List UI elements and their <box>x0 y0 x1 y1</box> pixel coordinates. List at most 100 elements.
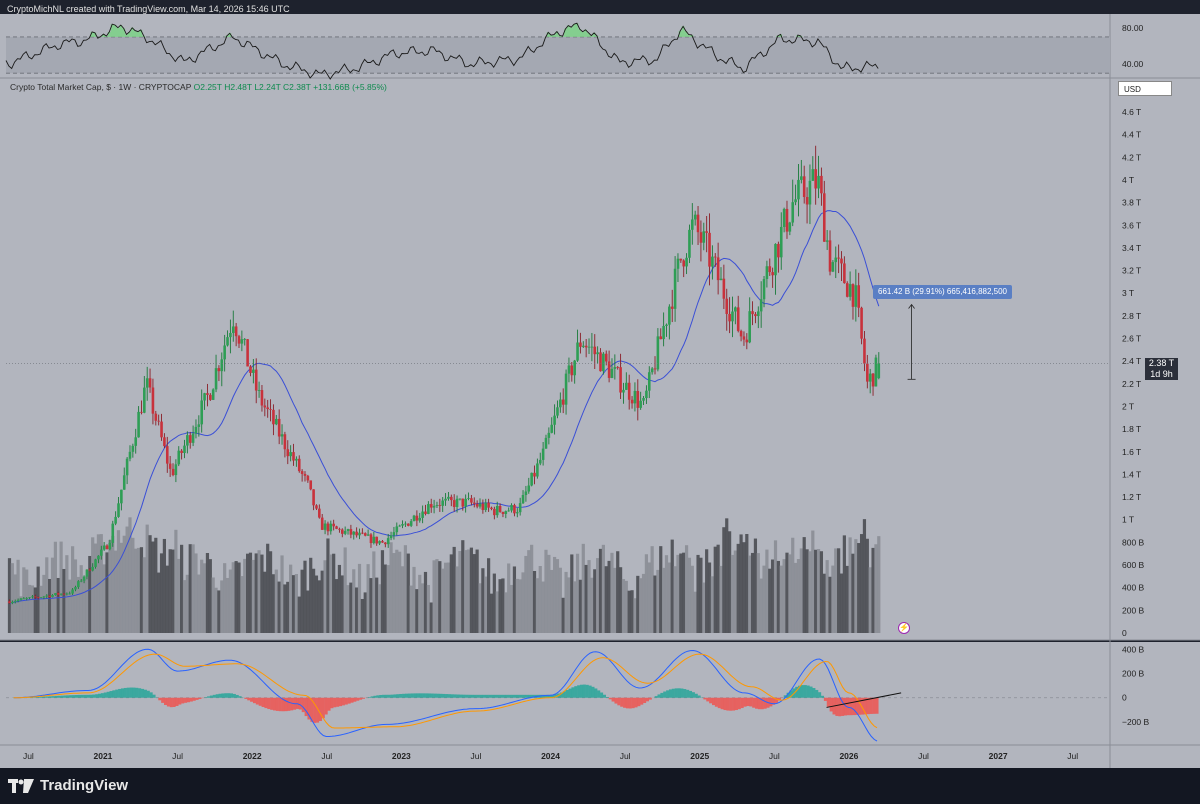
lightning-icon[interactable]: ⚡ <box>898 622 910 634</box>
footer: TradingView <box>0 768 1200 804</box>
macd-histogram-bar <box>686 689 690 698</box>
candle <box>177 450 181 465</box>
volume-bar <box>653 575 657 633</box>
tradingview-logo[interactable]: TradingView <box>8 777 128 794</box>
time-axis-background <box>0 745 1200 768</box>
volume-bar <box>13 574 17 633</box>
volume-bar <box>791 537 795 633</box>
candle <box>122 475 126 490</box>
candle <box>567 365 571 374</box>
measure-label[interactable]: 661.42 B (29.91%) 665,416,882,500 <box>873 285 1012 299</box>
volume-bar <box>759 578 763 633</box>
currency-button[interactable]: USD <box>1118 81 1172 96</box>
volume-bar <box>165 565 169 633</box>
macd-histogram-bar <box>476 694 480 698</box>
volume-bar <box>197 574 201 633</box>
volume-bar <box>151 541 155 633</box>
macd-histogram-bar <box>522 694 526 698</box>
candle <box>269 409 272 410</box>
macd-histogram-bar <box>390 694 394 698</box>
macd-histogram-bar <box>471 694 475 698</box>
macd-histogram-bar <box>821 695 825 698</box>
candle <box>576 342 579 361</box>
volume-bar <box>507 563 511 633</box>
macd-histogram-bar <box>80 694 84 698</box>
divergence-trendline <box>826 692 902 708</box>
volume-bar <box>636 575 640 633</box>
macd-histogram-bar <box>152 694 156 698</box>
rsi-tick-label: 40.00 <box>1122 59 1144 69</box>
candle <box>604 353 608 362</box>
candle <box>51 594 54 598</box>
volume-bar <box>415 589 419 633</box>
volume-bar <box>332 553 336 633</box>
candle <box>297 458 301 472</box>
chart-canvas[interactable]: 40.00 80.00 0 200 B 400 B 600 B 800 B 1 T 1.2 T 1… <box>0 0 1200 768</box>
volume-bar <box>452 546 456 633</box>
volume-bar <box>877 536 881 633</box>
rsi-overbought-fill <box>90 23 803 37</box>
volume-bar <box>418 574 422 633</box>
candle <box>765 266 769 280</box>
macd-histogram-bar <box>869 697 873 714</box>
candle <box>843 263 846 284</box>
volume-bar <box>91 537 95 633</box>
volume-bar <box>30 585 35 633</box>
macd-histogram-bar <box>373 695 377 698</box>
macd-histogram-bar <box>838 697 842 717</box>
volume-bar <box>570 554 574 633</box>
legend-close: C2.38T <box>283 82 311 92</box>
macd-histogram-bar <box>646 697 650 702</box>
volume-bar <box>716 544 720 633</box>
volume-bar <box>707 562 712 633</box>
macd-histogram-bar <box>835 697 839 716</box>
candle <box>332 523 335 527</box>
volume-bar <box>596 558 600 633</box>
candle <box>596 352 599 355</box>
volume-bar <box>225 577 230 633</box>
macd-tick-label: 0 <box>1122 693 1127 703</box>
volume-bar <box>719 565 723 633</box>
volume-bar <box>825 560 829 633</box>
macd-histogram-bar <box>212 694 216 698</box>
macd-histogram-bar <box>841 697 845 716</box>
macd-histogram-bar <box>786 692 790 698</box>
volume-bar <box>713 546 717 633</box>
macd-histogram-bar <box>258 697 262 706</box>
candle <box>871 373 875 387</box>
candle <box>501 511 505 514</box>
candle <box>754 314 757 317</box>
time-tick-label: 2021 <box>94 751 113 761</box>
macd-histogram-bar <box>453 694 457 698</box>
volume-bar <box>446 562 451 633</box>
candle <box>260 390 264 406</box>
macd-histogram-bar <box>281 697 285 712</box>
macd-histogram-bar <box>514 694 518 698</box>
price-tick-label: 2 T <box>1122 401 1134 411</box>
volume-bar <box>682 552 686 633</box>
candle <box>289 452 292 457</box>
macd-tick-label: 400 B <box>1122 644 1145 654</box>
volume-bar <box>808 551 812 633</box>
candle <box>283 434 287 450</box>
price-tick-label: 800 B <box>1122 537 1145 547</box>
volume-bar <box>552 556 557 633</box>
candle <box>369 534 373 544</box>
candle <box>825 240 829 242</box>
macd-histogram-bar <box>393 694 397 698</box>
macd-histogram-bar <box>617 697 621 706</box>
volume-bar <box>756 553 760 633</box>
candle <box>610 368 614 378</box>
macd-histogram-bar <box>359 697 363 700</box>
macd-histogram-bar <box>600 692 604 698</box>
volume-bar <box>343 547 347 633</box>
volume-bar <box>627 590 631 633</box>
candle <box>395 526 399 533</box>
macd-histogram-bar <box>341 697 345 706</box>
candle <box>323 523 327 530</box>
macd-histogram-bar <box>353 697 357 702</box>
legend-open: O2.25T <box>193 82 222 92</box>
candle <box>450 496 453 501</box>
volume-bar <box>874 544 878 633</box>
candle <box>277 418 281 437</box>
